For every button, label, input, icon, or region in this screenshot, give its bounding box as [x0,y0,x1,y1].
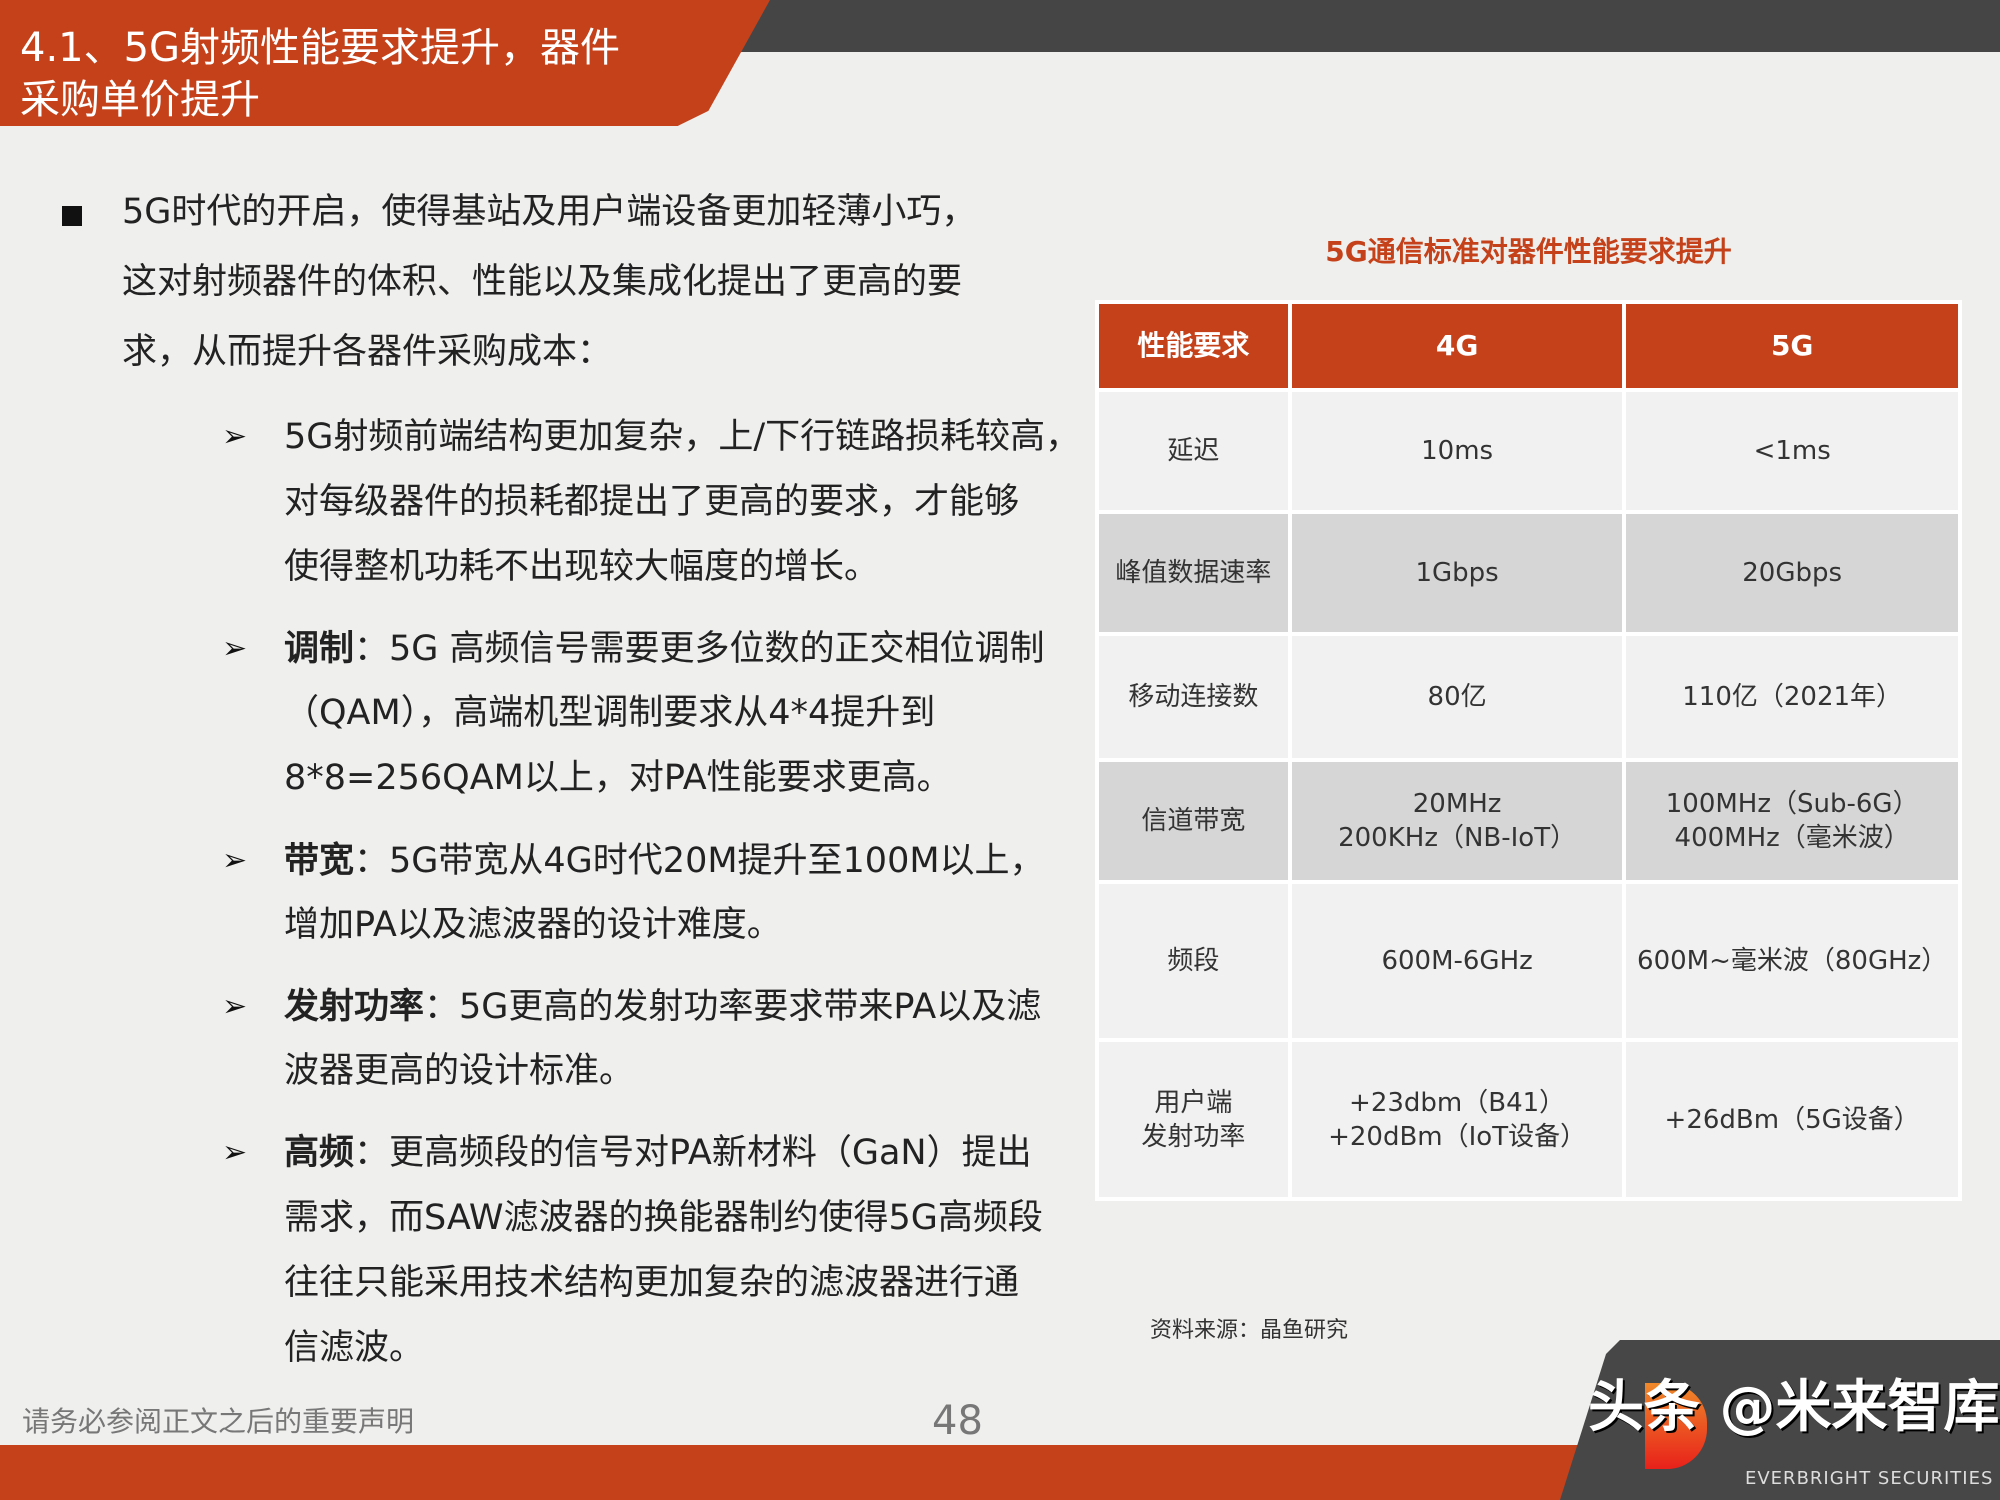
row-label-cell: 移动连接数 [1095,632,1292,762]
row-label-cell: 信道带宽 [1095,758,1292,884]
source-note: 资料来源：晶鱼研究 [1150,1318,1349,1343]
sub-bullet-text: 波器更高的设计标准。 [284,1051,635,1091]
table-row: 移动连接数 80亿 110亿（2021年） [1095,632,1962,762]
sub-bullet-line: （QAM），高端机型调制要求从4*4提升到 [284,691,935,735]
sub-bullet-line: 增加PA以及滤波器的设计难度。 [284,903,782,947]
value-cell: 1Gbps [1287,510,1627,636]
table-title: 5G通信标准对器件性能要求提升 [1325,235,1732,268]
sub-bullet-line: 往往只能采用技术结构更加复杂的滤波器进行通 [284,1261,1019,1305]
value-cell: +26dBm（5G设备） [1622,1038,1962,1201]
value-cell: 20Gbps [1622,510,1962,636]
header-cell: 性能要求 [1095,300,1292,392]
title-line: 4.1、5G射频性能要求提升，器件 [20,25,621,71]
sub-bullet-line: 对每级器件的损耗都提出了更高的要求，才能够 [284,480,1019,524]
title-line: 采购单价提升 [20,77,260,123]
sub-bullet-text: 5G射频前端结构更加复杂，上/下行链路损耗较高， [284,417,1081,457]
sub-bullet-text: 对每级器件的损耗都提出了更高的要求，才能够 [284,482,1020,522]
main-bullet-line: 这对射频器件的体积、性能以及集成化提出了更高的要 [122,262,963,302]
row-label-cell: 频段 [1095,880,1292,1042]
spec-table: 性能要求 4G 5G 延迟 10ms <1ms 峰值数据速率 1Gbps 20Gbps 移动… [1095,300,1962,1201]
value-cell: 20MHz 200KHz（NB-IoT） [1287,758,1627,884]
logo-panel [1560,1340,2000,1500]
sub-bullet-text: 信滤波。 [284,1328,425,1368]
sub-bullet-text: 增加PA以及滤波器的设计难度。 [284,905,782,945]
value-cell: 600M~毫米波（80GHz） [1622,880,1962,1042]
sub-bullet-label: 调制 [284,629,355,669]
row-label-cell: 峰值数据速率 [1095,510,1292,636]
value-cell: 80亿 [1287,632,1627,762]
main-bullet-line: 5G时代的开启，使得基站及用户端设备更加轻薄小巧， [122,192,977,232]
table-row: 频段 600M-6GHz 600M~毫米波（80GHz） [1095,880,1962,1042]
arrow-bullet-icon: ➢ [222,631,248,666]
sub-bullet-line: 5G射频前端结构更加复杂，上/下行链路损耗较高， [284,415,1080,459]
sub-bullet-line: 波器更高的设计标准。 [284,1049,634,1093]
sub-bullet-label: 带宽 [284,841,355,881]
sub-bullet-text: ：5G带宽从4G时代20M提升至100M以上， [354,841,1045,881]
disclaimer: 请务必参阅正文之后的重要声明 [22,1405,415,1438]
table-header-row: 性能要求 4G 5G [1095,300,1962,392]
sub-bullet-text: 需求，而SAW滤波器的换能器制约使得5G高频段 [284,1198,1043,1238]
page-number: 48 [932,1398,983,1444]
value-cell: 100MHz（Sub-6G） 400MHz（毫米波） [1622,758,1962,884]
sub-bullet-line: 8*8=256QAM以上，对PA性能要求更高。 [284,756,952,800]
table-row: 延迟 10ms <1ms [1095,388,1962,514]
title-banner [0,0,770,126]
value-cell: 10ms [1287,388,1627,514]
arrow-bullet-icon: ➢ [222,843,248,878]
value-cell: 110亿（2021年） [1622,632,1962,762]
sub-bullet-line: 使得整机功耗不出现较大幅度的增长。 [284,545,879,589]
sub-bullet-label: 高频 [284,1133,355,1173]
value-cell: 600M-6GHz [1287,880,1627,1042]
table-row: 峰值数据速率 1Gbps 20Gbps [1095,510,1962,636]
header-cell: 5G [1622,300,1962,392]
main-bullet-line: 求，从而提升各器件采购成本： [122,332,613,372]
sub-bullet-line: 信滤波。 [284,1326,424,1370]
arrow-bullet-icon: ➢ [222,989,248,1024]
sub-bullet-text: 使得整机功耗不出现较大幅度的增长。 [284,547,880,587]
table-row: 信道带宽 20MHz 200KHz（NB-IoT） 100MHz（Sub-6G） 4… [1095,758,1962,884]
page-title: 4.1、5G射频性能要求提升，器件 采购单价提升 [20,22,720,126]
row-label-cell: 延迟 [1095,388,1292,514]
everbright-logo-icon [1645,1383,1707,1469]
sub-bullet-label: 发射功率 [284,987,425,1027]
arrow-bullet-icon: ➢ [222,419,248,454]
sub-bullet-text: 8*8=256QAM以上，对PA性能要求更高。 [284,758,952,798]
sub-bullet-line: 发射功率：5G更高的发射功率要求带来PA以及滤 [284,985,1041,1029]
square-bullet-icon [62,206,82,226]
sub-bullet-text: ：更高频段的信号对PA新材料（GaN）提出 [354,1133,1032,1173]
row-label-cell: 用户端 发射功率 [1095,1038,1292,1201]
value-cell: +23dbm（B41） +20dBm（IoT设备） [1287,1038,1627,1201]
sub-bullet-text: ：5G 高频信号需要更多位数的正交相位调制 [354,629,1045,669]
value-cell: <1ms [1622,388,1962,514]
header-cell: 4G [1287,300,1627,392]
sub-bullet-text: ：5G更高的发射功率要求带来PA以及滤 [424,987,1042,1027]
sub-bullet-line: 高频：更高频段的信号对PA新材料（GaN）提出 [284,1131,1032,1175]
watermark: 头条 @米来智库 [1588,1375,2000,1440]
sub-bullet-line: 需求，而SAW滤波器的换能器制约使得5G高频段 [284,1196,1043,1240]
table-row: 用户端 发射功率 +23dbm（B41） +20dBm（IoT设备） +26dBm（… [1095,1038,1962,1201]
arrow-bullet-icon: ➢ [222,1135,248,1170]
sub-bullet-text: （QAM），高端机型调制要求从4*4提升到 [284,693,936,733]
sub-bullet-text: 往往只能采用技术结构更加复杂的滤波器进行通 [284,1263,1020,1303]
sub-bullet-line: 调制：5G 高频信号需要更多位数的正交相位调制 [284,627,1045,671]
logo-text: EVERBRIGHT SECURITIES [1745,1468,1994,1489]
sub-bullet-line: 带宽：5G带宽从4G时代20M提升至100M以上， [284,839,1045,883]
